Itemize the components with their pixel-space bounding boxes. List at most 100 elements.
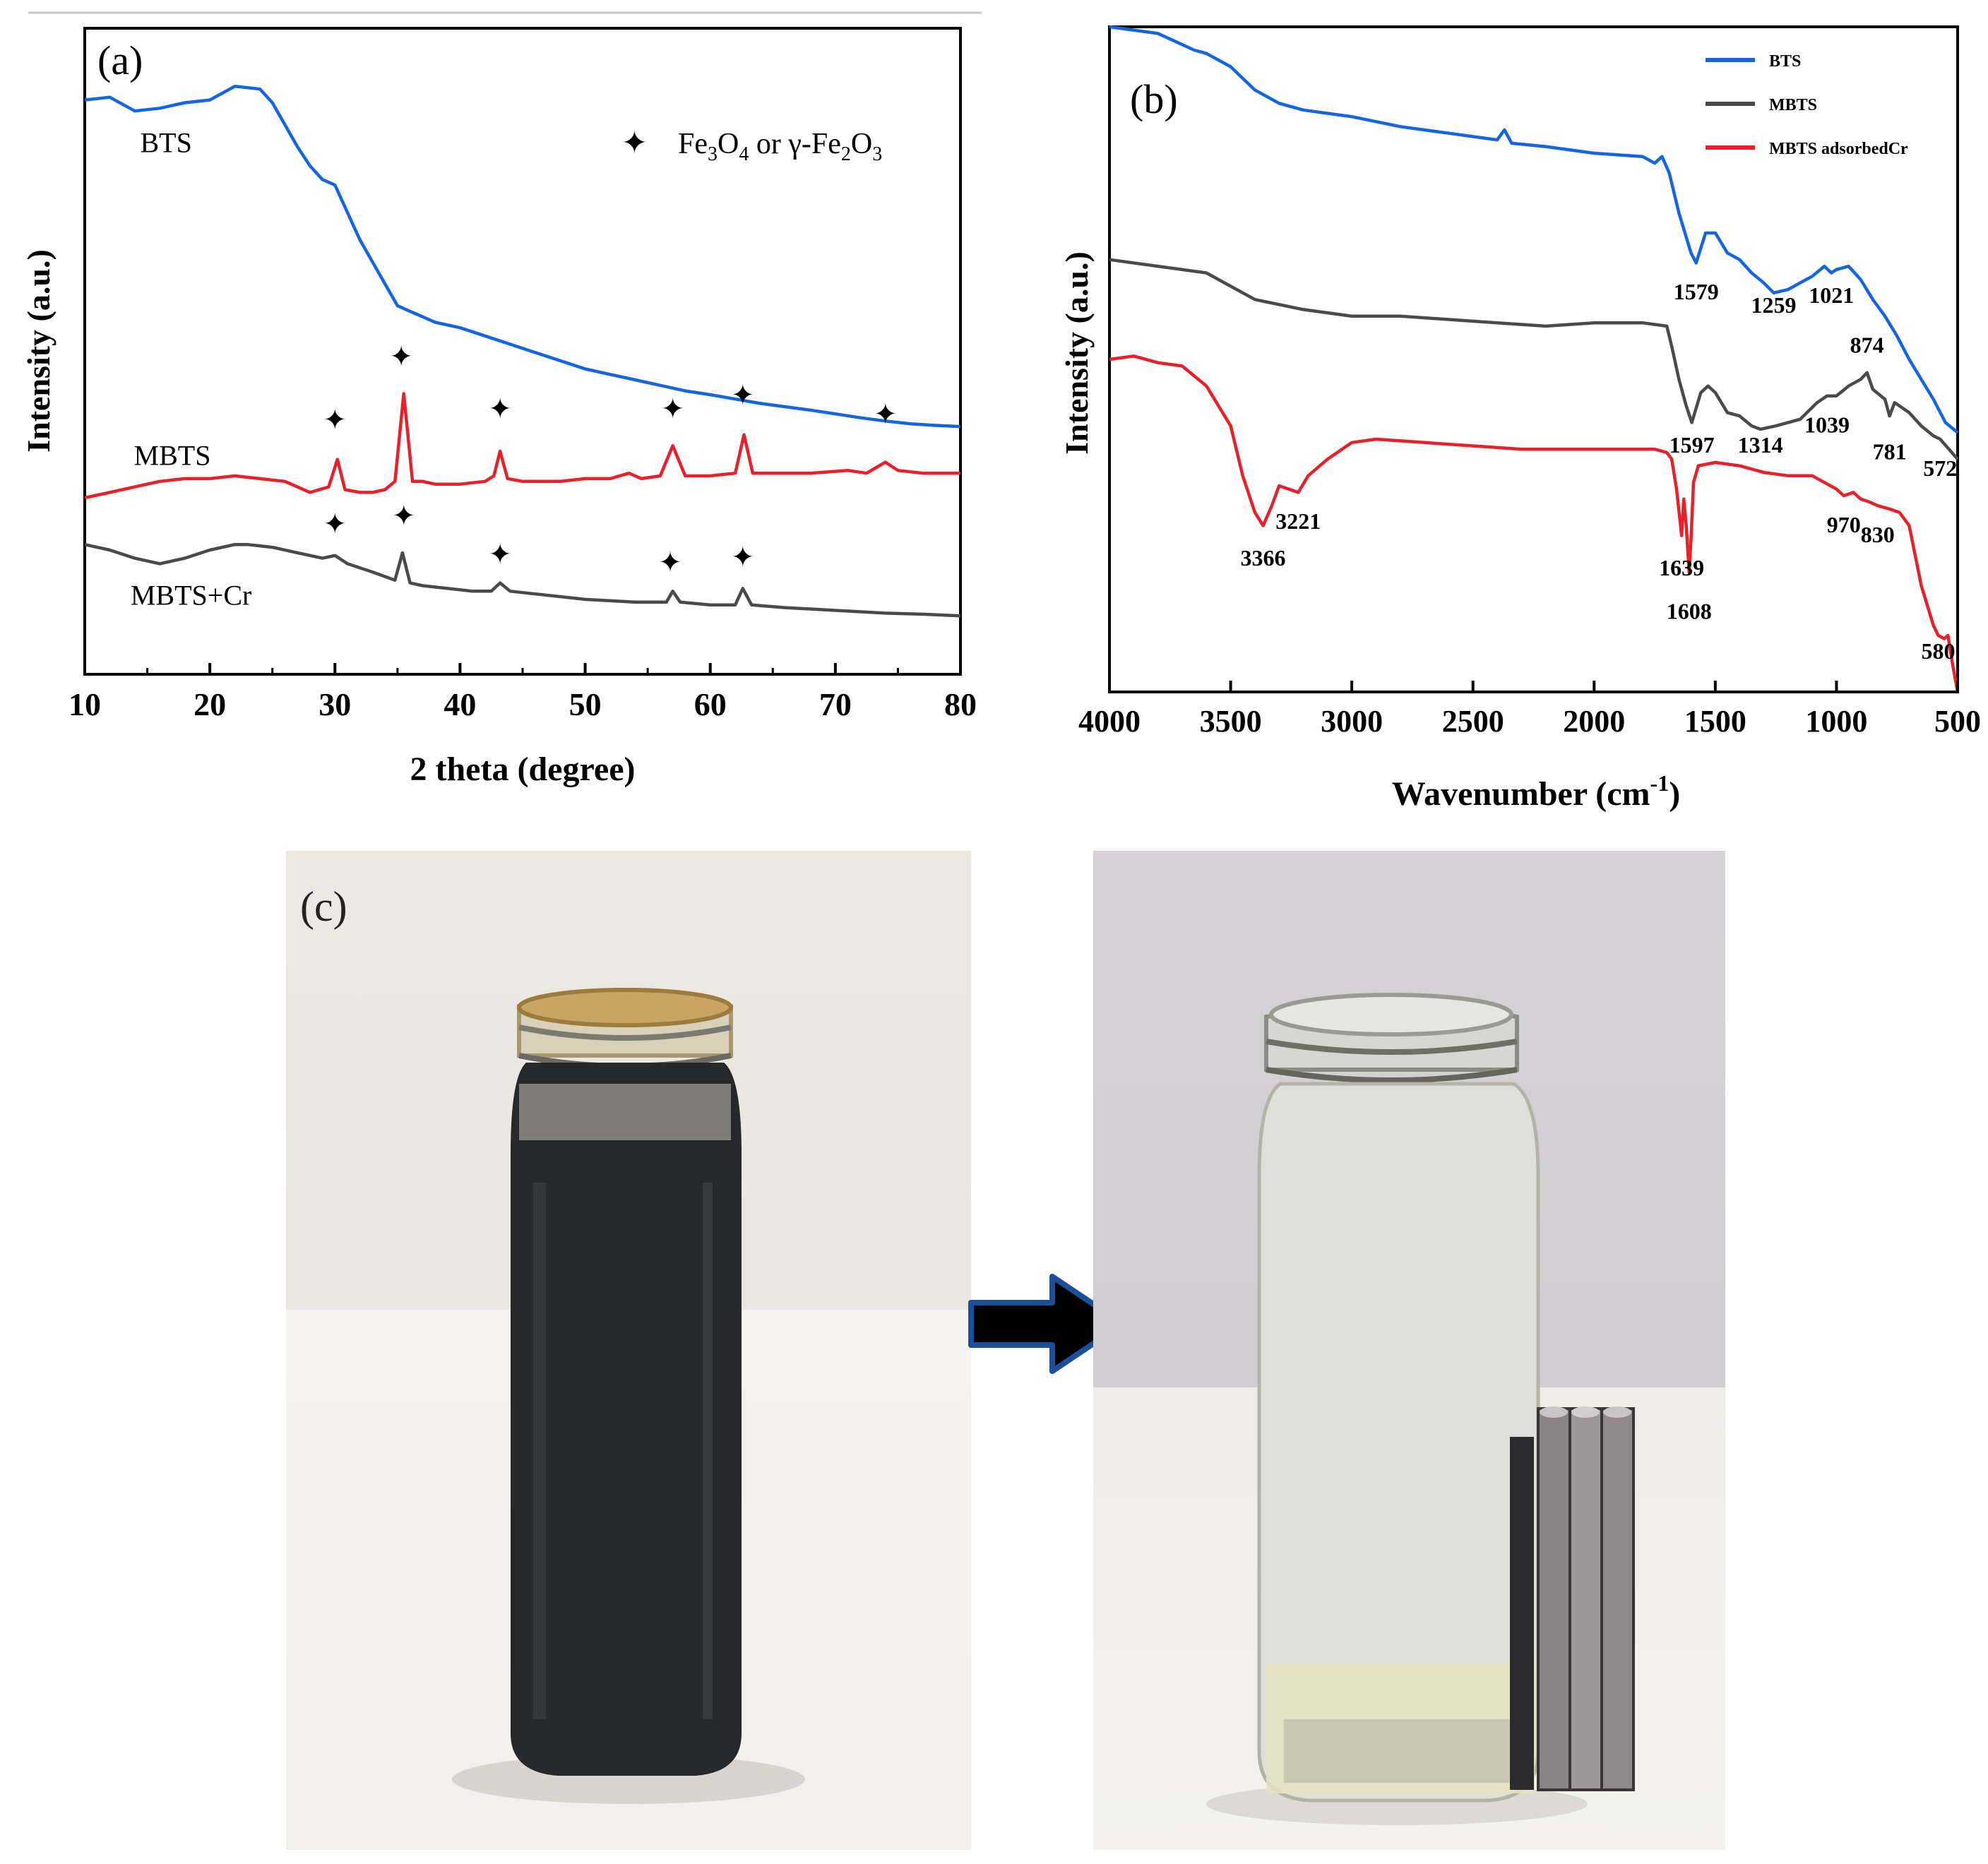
vial-rim <box>1269 993 1513 1036</box>
peak-star-icon: ✦ <box>731 541 755 573</box>
peak-star-icon: ✦ <box>389 341 413 373</box>
x-tick-label: 50 <box>569 686 602 722</box>
panel-a-chart: BTS MBTS MBTS+Cr ✦ ✦ ✦ ✦ ✦ ✦ ✦ ✦ ✦ ✦ ✦ 10 20 30 40 50 60 7… <box>20 11 982 788</box>
panel-a-xlabel: 2 theta (degree) <box>410 751 636 788</box>
vial-highlight <box>533 1183 546 1719</box>
x-tick-label: 3500 <box>1200 704 1262 739</box>
peak-label: 1608 <box>1667 598 1712 623</box>
peak-star-icon: ✦ <box>874 398 898 430</box>
peak-star-icon: ✦ <box>392 500 416 532</box>
peak-star-icon: ✦ <box>661 393 685 424</box>
peak-label: 1259 <box>1751 292 1797 318</box>
vial-highlight <box>703 1183 713 1719</box>
panel-b-ylabel: Intensity (a.u.) <box>1059 251 1095 455</box>
peak-label: 830 <box>1861 522 1895 547</box>
vial-shoulder <box>519 1084 731 1140</box>
panel-b-xlabel-end: ) <box>1669 775 1680 813</box>
peak-star-icon: ✦ <box>323 404 347 436</box>
panel-b-legend: BTS MBTS MBTS adsorbedCr <box>1706 52 1908 158</box>
dark-vial <box>452 988 805 1804</box>
peak-star-icon: ✦ <box>658 546 682 578</box>
series-line-bts <box>1109 25 1959 434</box>
x-tick-label: 500 <box>1934 704 1981 739</box>
legend-text-part: 3 <box>872 143 882 165</box>
peak-label: 781 <box>1873 438 1907 464</box>
thread-line <box>1266 1039 1518 1055</box>
legend-entry: MBTS adsorbedCr <box>1769 140 1908 158</box>
sediment <box>1284 1719 1517 1783</box>
peak-label: 1314 <box>1738 432 1783 458</box>
peak-label: 1039 <box>1804 412 1850 438</box>
legend-text-part: 2 <box>841 143 851 165</box>
legend-text-part: 4 <box>739 143 749 165</box>
legend-text-part: O <box>851 128 872 160</box>
panel-b-xlabel-sup: -1 <box>1650 770 1669 796</box>
magnet-top <box>1540 1406 1568 1418</box>
peak-star-icon: ✦ <box>731 379 755 411</box>
magnet-bar <box>1537 1407 1571 1791</box>
series-annotation: MBTS+Cr <box>131 580 251 611</box>
thread-line <box>518 1024 732 1041</box>
x-tick-label: 60 <box>694 686 727 722</box>
peak-label: 1597 <box>1669 432 1715 458</box>
legend-text-part: O <box>718 128 739 160</box>
peak-label: 572 <box>1923 455 1957 481</box>
magnet-top <box>1603 1406 1631 1418</box>
series-annotation: BTS <box>140 126 191 158</box>
x-tick-label: 2500 <box>1442 704 1504 739</box>
legend-text-part: 3 <box>708 143 718 165</box>
panel-a-ylabel: Intensity (a.u.) <box>20 249 56 453</box>
legend-text-part: Fe <box>678 128 708 160</box>
photo-before-separation: (c) <box>286 851 971 1850</box>
legend-text-part: or γ-Fe <box>749 128 841 160</box>
magnet-bar <box>1569 1407 1603 1791</box>
x-tick-label: 1000 <box>1805 704 1867 739</box>
series-annotation: MBTS <box>134 440 211 472</box>
panel-b-xlabel-main: Wavenumber (cm <box>1392 775 1650 813</box>
peak-label: 970 <box>1827 512 1861 537</box>
panel-a-legend: ✦ Fe3O4 or γ-Fe2O3 <box>621 126 882 165</box>
panel-b-frame <box>1108 25 1959 693</box>
series-line-bts <box>84 84 961 429</box>
series-line-mbts <box>1109 258 1959 460</box>
panel-a-frame <box>83 27 962 676</box>
peak-label: 1021 <box>1809 282 1854 308</box>
peak-label: 1579 <box>1674 279 1719 304</box>
x-tick-label: 70 <box>819 686 852 722</box>
thread-line <box>1266 1067 1518 1083</box>
peak-star-icon: ✦ <box>323 508 347 540</box>
peak-label: 3366 <box>1241 545 1286 570</box>
x-tick-label: 4000 <box>1078 704 1141 739</box>
peak-star-icon: ✦ <box>488 538 512 570</box>
photo-after-separation <box>1093 851 1725 1850</box>
panel-b-label: (b) <box>1130 76 1178 122</box>
series-line-mbts-cr <box>84 542 961 618</box>
x-tick-label: 2000 <box>1563 704 1625 739</box>
arrow-right-icon <box>968 1274 1126 1374</box>
peak-label: 874 <box>1850 333 1884 358</box>
magnet-shadow <box>1510 1437 1534 1790</box>
x-tick-label: 80 <box>944 686 977 722</box>
vial-body <box>511 1063 742 1776</box>
x-tick-label: 10 <box>69 686 101 722</box>
peak-label: 580 <box>1922 638 1956 664</box>
legend-entry: BTS <box>1769 52 1801 71</box>
peak-label: 3221 <box>1275 508 1321 534</box>
legend-entry: MBTS <box>1769 96 1817 114</box>
magnet-bar <box>1600 1407 1635 1791</box>
peak-star-icon: ✦ <box>488 393 512 424</box>
legend-text: Fe3O4 or γ-Fe2O3 <box>678 128 882 165</box>
panel-c-label: (c) <box>300 883 347 930</box>
series-line-mbts-adsorbedcr <box>1109 354 1960 693</box>
panel-a-label: (a) <box>97 37 143 83</box>
x-tick-label: 3000 <box>1321 704 1383 739</box>
vial-rim <box>517 988 733 1027</box>
x-tick-label: 30 <box>319 686 351 722</box>
peak-label: 1639 <box>1659 555 1704 580</box>
x-tick-label: 40 <box>444 686 476 722</box>
magnet-top <box>1571 1406 1600 1418</box>
x-tick-label: 20 <box>194 686 226 722</box>
clear-vial <box>1206 993 1635 1825</box>
legend-star-icon: ✦ <box>621 126 648 160</box>
x-tick-label: 1500 <box>1684 704 1746 739</box>
